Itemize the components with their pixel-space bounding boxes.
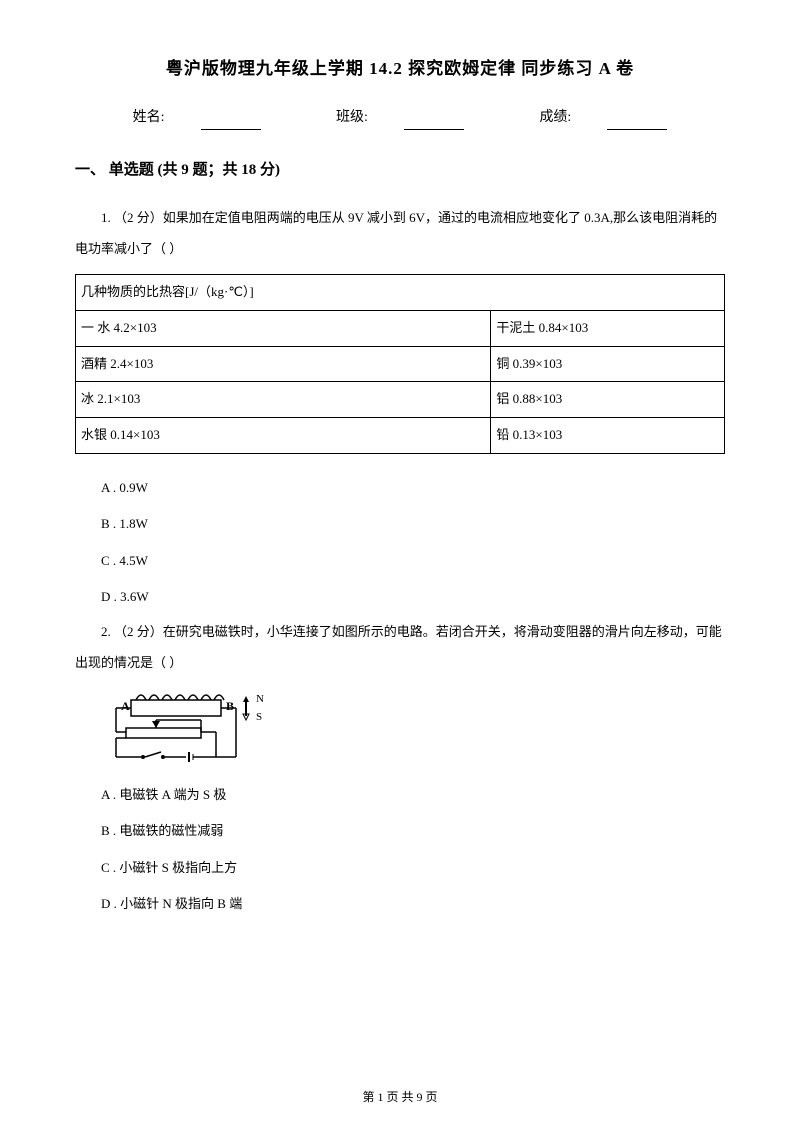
option-c: C . 4.5W: [101, 543, 725, 579]
option-a: A . 电磁铁 A 端为 S 极: [101, 777, 725, 813]
table-cell: 冰 2.1×103: [76, 382, 491, 418]
option-b: B . 电磁铁的磁性减弱: [101, 813, 725, 849]
table-cell: 干泥土 0.84×103: [491, 310, 725, 346]
table-cell: 水银 0.14×103: [76, 418, 491, 454]
table-row: 酒精 2.4×103 铜 0.39×103: [76, 346, 725, 382]
table-cell: 一 水 4.2×103: [76, 310, 491, 346]
circuit-diagram: A B N S: [101, 692, 281, 767]
table-header: 几种物质的比热容[J/（kg·℃）]: [76, 274, 725, 310]
question-1: 1. （2 分）如果加在定值电阻两端的电压从 9V 减小到 6V，通过的电流相应…: [75, 202, 725, 264]
question-1-text: 1. （2 分）如果加在定值电阻两端的电压从 9V 减小到 6V，通过的电流相应…: [75, 202, 725, 264]
question-2-options: A . 电磁铁 A 端为 S 极 B . 电磁铁的磁性减弱 C . 小磁针 S …: [101, 777, 725, 923]
table-row: 水银 0.14×103 铅 0.13×103: [76, 418, 725, 454]
option-a: A . 0.9W: [101, 470, 725, 506]
class-field: 班级:: [318, 110, 482, 125]
page-title: 粤沪版物理九年级上学期 14.2 探究欧姆定律 同步练习 A 卷: [75, 55, 725, 82]
score-field: 成绩:: [521, 110, 685, 125]
table-cell: 铅 0.13×103: [491, 418, 725, 454]
question-2: 2. （2 分）在研究电磁铁时，小华连接了如图所示的电路。若闭合开关，将滑动变阻…: [75, 616, 725, 678]
page-footer: 第 1 页 共 9 页: [0, 1088, 800, 1107]
question-2-text: 2. （2 分）在研究电磁铁时，小华连接了如图所示的电路。若闭合开关，将滑动变阻…: [75, 616, 725, 678]
table-cell: 铝 0.88×103: [491, 382, 725, 418]
heat-capacity-table: 几种物质的比热容[J/（kg·℃）] 一 水 4.2×103 干泥土 0.84×…: [75, 274, 725, 454]
info-row: 姓名: 班级: 成绩:: [75, 107, 725, 129]
option-d: D . 小磁针 N 极指向 B 端: [101, 886, 725, 922]
table-row: 冰 2.1×103 铝 0.88×103: [76, 382, 725, 418]
label-s: S: [256, 711, 262, 723]
label-a: A: [121, 699, 130, 713]
option-c: C . 小磁针 S 极指向上方: [101, 850, 725, 886]
table-cell: 铜 0.39×103: [491, 346, 725, 382]
name-field: 姓名:: [115, 110, 279, 125]
question-1-options: A . 0.9W B . 1.8W C . 4.5W D . 3.6W: [101, 470, 725, 616]
option-d: D . 3.6W: [101, 579, 725, 615]
label-b: B: [226, 699, 234, 713]
table-cell: 酒精 2.4×103: [76, 346, 491, 382]
label-n: N: [256, 693, 264, 705]
option-b: B . 1.8W: [101, 506, 725, 542]
section-title: 一、 单选题 (共 9 题；共 18 分): [75, 158, 725, 182]
table-row: 一 水 4.2×103 干泥土 0.84×103: [76, 310, 725, 346]
